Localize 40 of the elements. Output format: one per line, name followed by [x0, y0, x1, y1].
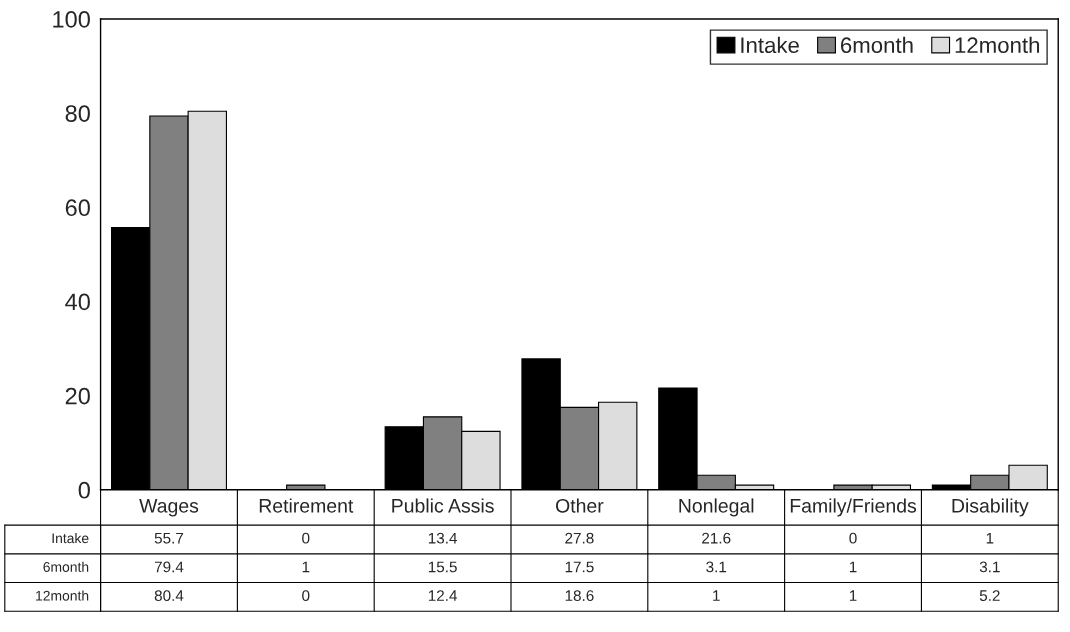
y-tick-label: 60 [65, 199, 90, 217]
y-tick-label: 40 [65, 293, 90, 311]
data-label: 15.5 [428, 561, 457, 573]
data-label: 1 [302, 561, 310, 573]
legend-label: Intake [741, 36, 799, 54]
data-label: 21.6 [702, 532, 731, 544]
x-tick-label: Disability [952, 498, 1029, 517]
data-label: 0 [849, 532, 857, 544]
data-label: 1 [713, 590, 720, 601]
x-tick-label: Public Assis [392, 498, 494, 513]
text: 6month [43, 561, 89, 572]
data-label: 79.4 [154, 561, 184, 573]
text: 12month [36, 590, 89, 601]
y-tick-label: 20 [65, 387, 90, 405]
data-label: 3.1 [706, 561, 727, 573]
data-label: 17.5 [565, 561, 594, 573]
data-label: 80.4 [154, 590, 184, 602]
text: Intake [52, 533, 89, 544]
y-tick-label: 80 [65, 105, 90, 122]
y-tick-label: 100 [53, 11, 90, 28]
data-label: 1 [849, 561, 857, 573]
data-label: 0 [302, 590, 310, 602]
data-label: 1 [986, 532, 994, 544]
data-label: 5.2 [979, 590, 1000, 602]
data-label: 0 [302, 532, 310, 544]
data-label: 3.1 [979, 561, 1000, 573]
data-label: 12.4 [428, 590, 458, 601]
data-label: 18.6 [565, 590, 594, 602]
x-tick-label: Other [556, 498, 604, 513]
x-tick-label: Family/Friends [790, 498, 917, 517]
data-label: 55.7 [154, 532, 184, 544]
x-tick-label: Nonlegal [679, 498, 754, 517]
x-tick-label: Retirement [259, 498, 354, 513]
data-label: 1 [849, 590, 857, 601]
legend-label: 6month [840, 36, 913, 54]
data-label: 27.8 [565, 532, 594, 544]
x-tick-label: Wages [139, 499, 199, 517]
data-label: 13.4 [428, 532, 458, 544]
legend-label: 12month [955, 36, 1040, 54]
y-tick-label: 0 [78, 481, 90, 499]
